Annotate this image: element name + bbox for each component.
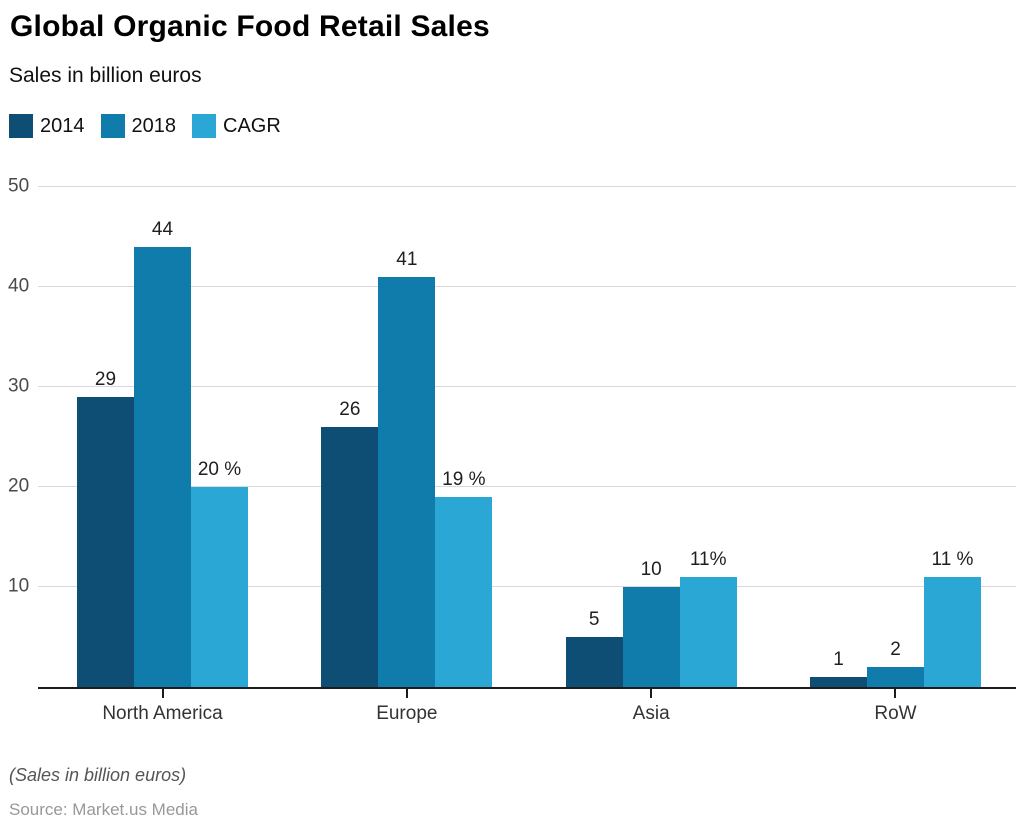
value-label-2018-row: 2 (890, 639, 901, 660)
bar-chart: 10 20 30 40 50 29 44 20 % North America 26 41 19 %… (0, 176, 1016, 724)
gridline-30 (38, 386, 1016, 387)
legend-swatch-2018 (100, 114, 125, 138)
bar-group-asia: 5 10 11% Asia (565, 187, 737, 724)
value-label-2018-north-america: 44 (151, 219, 174, 240)
chart-subtitle: Sales in billion euros (9, 64, 202, 87)
bar-group-north-america: 29 44 20 % North America (77, 187, 248, 724)
bar-2014-europe: 26 (321, 399, 379, 687)
value-label-cagr-row: 11 % (931, 549, 974, 570)
value-label-2014-north-america: 29 (94, 369, 117, 390)
category-label-asia: Asia (632, 703, 670, 724)
legend-swatch-cagr (192, 114, 216, 138)
y-tick-label-30: 30 (8, 375, 30, 397)
legend-label-cagr: CAGR (223, 114, 281, 137)
y-tick-label-20: 20 (8, 475, 30, 497)
x-axis-tick-europe (405, 689, 408, 698)
footer-source: Source: Market.us Media (9, 800, 198, 819)
y-axis-labels: 10 20 30 40 50 (8, 176, 32, 687)
y-tick-label-50: 50 (8, 175, 30, 197)
bar-2018-north-america: 44 (134, 219, 191, 687)
bar-2014-asia: 5 (565, 609, 623, 687)
legend-swatch-2014 (9, 114, 33, 138)
bar-cagr-row: 11 % (923, 549, 981, 687)
page-title: Global Organic Food Retail Sales (10, 10, 490, 43)
bar-2018-europe: 41 (378, 249, 436, 687)
y-tick-label-10: 10 (8, 575, 30, 597)
bar-cagr-asia: 11% (679, 549, 737, 687)
legend-item-cagr: CAGR (192, 114, 281, 138)
plot-area: 29 44 20 % North America 26 41 19 % Europe 5 10 11… (38, 186, 1016, 724)
category-label-north-america: North America (102, 703, 223, 724)
bar-cagr-north-america: 20 % (191, 459, 248, 687)
gridline-10 (38, 586, 1016, 587)
gridline-40 (38, 286, 1016, 287)
legend-label-2018: 2018 (131, 114, 177, 137)
legend-item-2018: 2018 (100, 114, 177, 138)
bar-group-europe: 26 41 19 % Europe (321, 187, 493, 724)
bar-groups: 29 44 20 % North America 26 41 19 % Europe 5 10 11… (38, 187, 1016, 724)
gridline-50 (38, 186, 1016, 187)
bar-group-row: 1 2 11 % RoW (809, 187, 981, 724)
y-tick-label-40: 40 (8, 275, 30, 297)
bar-2018-asia: 10 (622, 559, 680, 687)
value-label-cagr-asia: 11% (689, 549, 727, 570)
legend: 2014 2018 CAGR (9, 114, 281, 138)
value-label-2014-row: 1 (833, 649, 844, 670)
bar-2014-north-america: 29 (77, 369, 134, 687)
value-label-2014-europe: 26 (339, 399, 361, 420)
gridline-20 (38, 486, 1016, 487)
value-label-2018-asia: 10 (640, 559, 662, 580)
category-label-europe: Europe (376, 703, 438, 724)
legend-item-2014: 2014 (9, 114, 85, 138)
value-label-2018-europe: 41 (396, 249, 418, 270)
category-label-row: RoW (874, 703, 917, 724)
bar-cagr-europe: 19 % (435, 469, 493, 687)
x-axis-tick-north-america (161, 689, 164, 698)
bar-2018-row: 2 (866, 639, 924, 687)
value-label-2014-asia: 5 (588, 609, 600, 630)
x-axis-tick-asia (650, 689, 653, 698)
x-axis-tick-row (894, 689, 897, 698)
legend-label-2014: 2014 (40, 114, 85, 137)
value-label-cagr-europe: 19 % (442, 469, 486, 490)
footer-note: (Sales in billion euros) (9, 765, 187, 785)
value-label-cagr-north-america: 20 % (197, 459, 242, 480)
bar-2014-row: 1 (809, 649, 867, 687)
